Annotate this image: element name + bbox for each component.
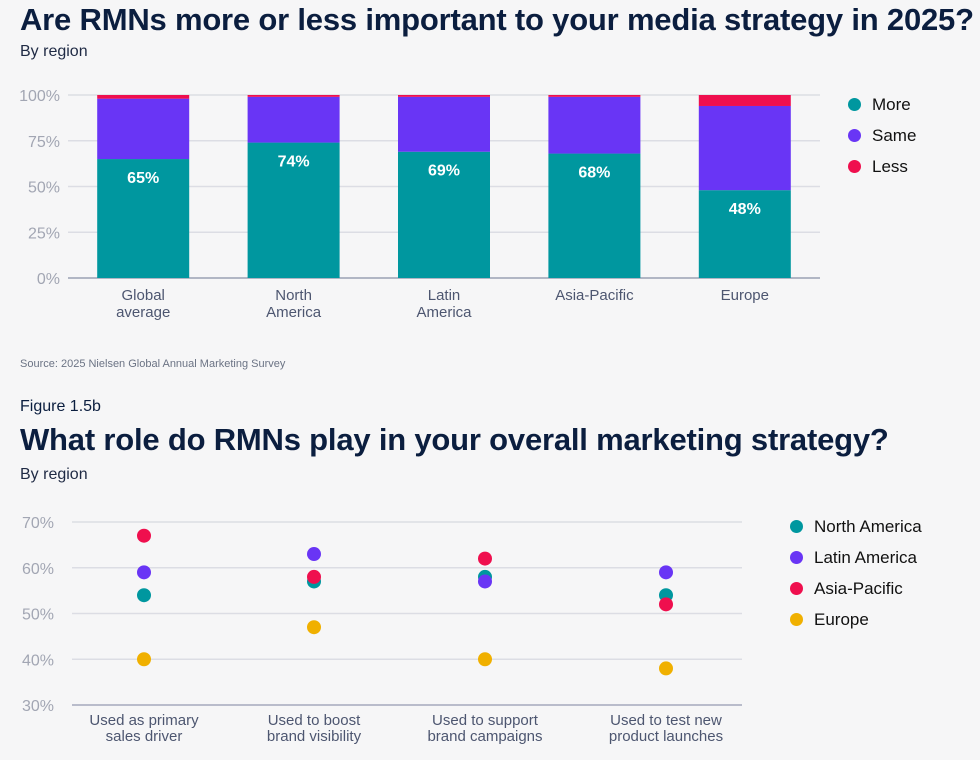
x-tick-label: North	[275, 287, 312, 304]
legend-label: Europe	[814, 609, 869, 629]
y-tick-label: 60%	[22, 561, 54, 578]
bar-segment-more	[97, 159, 190, 278]
x-tick-label: Asia-Pacific	[555, 287, 634, 304]
bar-segment-same	[398, 96, 490, 152]
legend-label: More	[872, 94, 911, 114]
chart1-title: Are RMNs more or less important to your …	[20, 2, 974, 37]
data-point-europe	[659, 661, 673, 676]
legend-dot-icon	[848, 160, 861, 173]
x-tick-label: product launches	[609, 728, 723, 745]
chart2-legend: North America Latin America Asia-Pacific Eu…	[790, 511, 922, 635]
data-point-europe	[478, 652, 492, 667]
chart1-legend: More Same Less	[848, 89, 916, 182]
bar-segment-same	[247, 96, 340, 143]
data-point-latin-america	[307, 547, 321, 562]
data-point-latin-america	[137, 565, 151, 580]
bar-segment-more	[548, 153, 641, 278]
y-tick-label: 25%	[28, 225, 60, 242]
y-tick-label: 40%	[22, 652, 54, 669]
chart1-source: Source: 2025 Nielsen Global Annual Marke…	[20, 358, 286, 370]
data-point-asia-pacific	[307, 569, 321, 584]
x-tick-label: Global	[122, 287, 165, 304]
x-tick-label: Europe	[721, 287, 769, 304]
bar-segment-less	[548, 95, 641, 97]
chart2-title: What role do RMNs play in your overall m…	[20, 422, 889, 457]
data-point-latin-america	[659, 565, 673, 580]
x-tick-label: brand campaigns	[427, 728, 542, 745]
bar-value-label: 48%	[729, 201, 761, 218]
legend-label: North America	[814, 516, 922, 536]
legend-dot-icon	[790, 613, 803, 626]
y-tick-label: 75%	[28, 134, 60, 151]
bar-segment-same	[698, 105, 791, 191]
bar-segment-less	[398, 95, 490, 97]
bar-segment-less	[698, 95, 791, 106]
x-tick-label: Used to support	[432, 712, 539, 729]
x-tick-label: Used to test new	[610, 712, 722, 729]
bar-value-label: 68%	[578, 165, 610, 182]
chart1-legend-item: Less	[848, 151, 916, 182]
bar-value-label: 74%	[278, 154, 310, 171]
x-tick-label: America	[416, 304, 472, 321]
bar-segment-less	[97, 95, 190, 99]
x-tick-label: brand visibility	[267, 728, 362, 745]
y-tick-label: 70%	[22, 515, 54, 532]
data-point-europe	[137, 652, 151, 667]
y-tick-label: 30%	[22, 698, 54, 715]
figure-label: Figure 1.5b	[20, 398, 101, 415]
bar-value-label: 65%	[127, 170, 159, 187]
chart1-subtitle: By region	[20, 43, 88, 60]
chart2-subtitle: By region	[20, 466, 88, 483]
legend-dot-icon	[790, 520, 803, 533]
y-tick-label: 50%	[28, 180, 60, 197]
y-tick-label: 50%	[22, 607, 54, 624]
bar-value-label: 69%	[428, 163, 460, 180]
bar-segment-more	[698, 190, 791, 278]
chart1-legend-item: Same	[848, 120, 916, 151]
data-point-north-america	[137, 588, 151, 603]
chart2-legend-item: Europe	[790, 604, 922, 635]
data-point-europe	[307, 620, 321, 635]
bar-segment-same	[97, 98, 190, 160]
legend-dot-icon	[790, 551, 803, 564]
y-tick-label: 0%	[37, 271, 60, 288]
x-tick-label: America	[266, 304, 322, 321]
legend-dot-icon	[848, 98, 861, 111]
bar-segment-more	[398, 151, 490, 278]
legend-label: Latin America	[814, 547, 917, 567]
x-tick-label: Used as primary	[89, 712, 199, 729]
chart1-legend-item: More	[848, 89, 916, 120]
legend-dot-icon	[790, 582, 803, 595]
data-point-latin-america	[478, 574, 492, 589]
bar-segment-more	[247, 142, 340, 278]
legend-label: Same	[872, 125, 917, 145]
data-point-asia-pacific	[659, 597, 673, 612]
x-tick-label: average	[116, 304, 170, 321]
legend-dot-icon	[848, 129, 861, 142]
y-tick-label: 100%	[19, 88, 60, 105]
x-tick-label: Used to boost	[268, 712, 361, 729]
x-tick-label: Latin	[428, 287, 461, 304]
data-point-asia-pacific	[478, 551, 492, 566]
stacked-bar-chart: 0%25%50%75%100%65%Globalaverage74%NorthA…	[19, 88, 820, 321]
chart2-legend-item: Latin America	[790, 542, 922, 573]
chart2-legend-item: North America	[790, 511, 922, 542]
data-point-asia-pacific	[137, 528, 151, 543]
bar-segment-same	[548, 96, 641, 154]
legend-label: Asia-Pacific	[814, 578, 903, 598]
chart2-legend-item: Asia-Pacific	[790, 573, 922, 604]
legend-label: Less	[872, 156, 908, 176]
bar-segment-less	[247, 95, 340, 97]
x-tick-label: sales driver	[106, 728, 183, 745]
